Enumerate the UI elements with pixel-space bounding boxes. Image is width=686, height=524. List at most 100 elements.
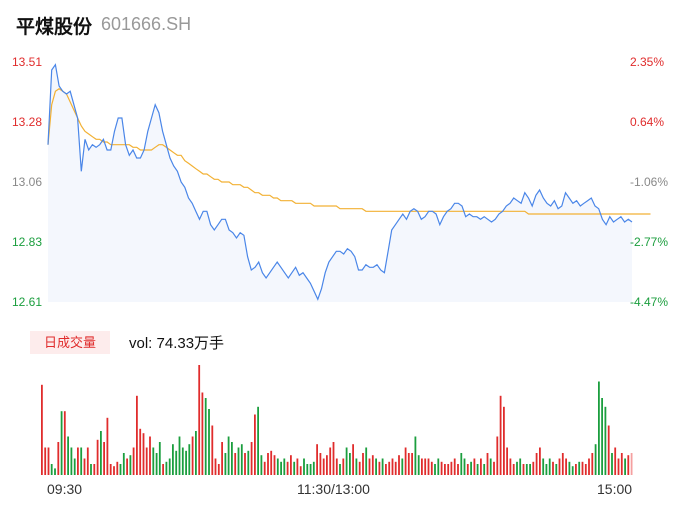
volume-bar	[411, 453, 413, 475]
volume-bar	[581, 461, 584, 475]
volume-bar	[480, 458, 482, 475]
volume-bar	[394, 461, 397, 475]
y-tick-price-1: 13.28	[12, 115, 43, 129]
x-tick-mid: 11:30/13:00	[297, 481, 370, 497]
volume-bar	[548, 458, 551, 475]
volume-bar	[83, 458, 86, 475]
volume-bar	[466, 464, 469, 475]
volume-bar	[473, 458, 476, 475]
volume-bar	[280, 461, 282, 475]
volume-bar	[60, 411, 63, 475]
volume-bar	[175, 450, 178, 475]
y-tick-price-3: 12.83	[12, 235, 43, 249]
volume-bar	[493, 461, 495, 475]
volume-bar	[385, 464, 387, 475]
volume-bar	[316, 444, 318, 475]
volume-bar	[73, 458, 76, 475]
volume-bar	[516, 461, 518, 475]
volume-bar	[247, 450, 250, 475]
volume-bar	[106, 417, 109, 475]
volume-bar	[86, 447, 89, 475]
average-price-line	[47, 87, 651, 215]
volume-bar	[601, 398, 603, 475]
volume-bar	[591, 453, 594, 475]
volume-bar	[63, 411, 66, 475]
volume-bar	[584, 464, 587, 475]
volume-bar	[358, 461, 361, 475]
volume-bar	[604, 406, 607, 475]
volume-bar	[149, 436, 151, 475]
volume-bar	[93, 464, 96, 475]
volume-bar	[326, 455, 328, 475]
volume-bar	[57, 442, 60, 475]
x-tick-open: 09:30	[47, 481, 83, 497]
volume-bar	[447, 464, 450, 475]
volume-bar	[168, 458, 171, 475]
volume-bar	[398, 455, 400, 475]
volume-bar	[67, 436, 69, 475]
volume-bar	[185, 450, 187, 475]
volume-tab[interactable]: 日成交量	[30, 331, 110, 354]
y-tick-pct-4: -4.47%	[630, 295, 669, 309]
volume-bar	[119, 464, 122, 475]
volume-bar	[427, 458, 430, 475]
volume-bar	[430, 461, 433, 475]
volume-bar	[349, 453, 351, 475]
volume-bar	[211, 425, 214, 475]
volume-bar	[539, 447, 541, 475]
volume-bar	[217, 464, 220, 475]
volume-bar	[414, 436, 417, 475]
volume-bar	[375, 458, 377, 475]
volume-bar	[417, 455, 420, 475]
volume-bar	[208, 409, 210, 475]
volume-bar	[80, 447, 83, 475]
volume-bar	[198, 365, 201, 475]
volume-bar	[578, 461, 581, 475]
volume-bar	[630, 453, 633, 475]
y-tick-price-0: 13.51	[12, 55, 43, 69]
volume-bar	[260, 455, 263, 475]
volume-bar	[41, 384, 43, 475]
volume-bar	[50, 464, 53, 475]
volume-bar	[191, 436, 194, 475]
volume-bar	[201, 392, 204, 475]
volume-bar	[303, 458, 305, 475]
volume-bar	[611, 453, 613, 475]
volume-bar	[506, 447, 508, 475]
volume-bar	[126, 458, 128, 475]
volume-bar	[561, 453, 564, 475]
volume-bar	[237, 447, 240, 475]
volume-bar	[339, 464, 341, 475]
volume-bar	[388, 461, 391, 475]
volume-bar	[509, 458, 512, 475]
volume-bar	[355, 458, 358, 475]
volume-bar	[44, 447, 47, 475]
volume-bar	[290, 455, 292, 475]
volume-bar	[204, 398, 207, 475]
volume-readout: vol: 74.33万手	[129, 335, 225, 352]
volume-bar	[267, 453, 269, 475]
volume-bar	[522, 464, 525, 475]
volume-bar	[234, 453, 237, 475]
volume-bar	[319, 453, 322, 475]
volume-bar	[512, 464, 515, 475]
volume-bar	[221, 442, 223, 475]
volume-bar	[594, 444, 597, 475]
volume-bar	[273, 455, 276, 475]
volume-bar	[463, 458, 466, 475]
volume-bar	[555, 464, 558, 475]
volume-bar	[519, 458, 522, 475]
volume-bar	[214, 458, 217, 475]
volume-bar	[155, 453, 158, 475]
volume-bar	[293, 461, 296, 475]
volume-bar	[486, 453, 489, 475]
volume-bar	[136, 395, 138, 475]
volume-bar	[231, 442, 233, 475]
volume-bar	[529, 464, 531, 475]
volume-bar	[162, 464, 164, 475]
volume-bar	[434, 464, 436, 475]
volume-bar	[188, 444, 191, 475]
volume-bar	[401, 458, 404, 475]
volume-bar	[558, 458, 561, 475]
volume-bar	[421, 458, 423, 475]
